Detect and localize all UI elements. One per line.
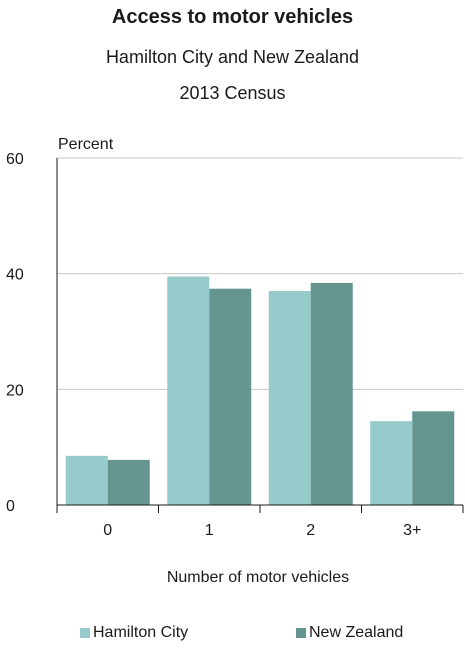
y-axis-label: Percent xyxy=(58,136,114,153)
bar xyxy=(268,291,311,505)
x-tick-labels: 0 1 2 3+ xyxy=(103,522,421,539)
y-tick-label: 40 xyxy=(6,267,24,284)
y-tick-label: 20 xyxy=(6,382,24,399)
bar xyxy=(107,459,150,505)
x-tick-label: 2 xyxy=(306,522,315,539)
x-tick-label: 3+ xyxy=(403,522,421,539)
x-tick-label: 0 xyxy=(103,522,112,539)
bar xyxy=(370,421,413,505)
y-tick-label: 60 xyxy=(6,151,24,168)
bar xyxy=(412,411,455,505)
legend-label-new-zealand: New Zealand xyxy=(309,624,404,641)
axes xyxy=(56,158,464,513)
legend-label-hamilton: Hamilton City xyxy=(93,624,189,641)
legend-swatch-hamilton xyxy=(80,628,90,638)
x-axis-label: Number of motor vehicles xyxy=(167,569,349,586)
gridlines xyxy=(57,157,463,390)
legend: Hamilton City New Zealand xyxy=(0,624,465,646)
legend-item-new-zealand: New Zealand xyxy=(296,624,403,642)
bar xyxy=(167,276,210,505)
bars xyxy=(65,276,455,505)
y-tick-label: 0 xyxy=(6,498,15,515)
bar xyxy=(65,455,108,505)
bar xyxy=(310,282,353,505)
legend-swatch-new-zealand xyxy=(296,628,306,638)
bar xyxy=(209,288,252,505)
y-tick-labels: 0 20 40 60 xyxy=(6,151,24,515)
x-tick-label: 1 xyxy=(205,522,214,539)
chart-subtitle-region: Hamilton City and New Zealand xyxy=(105,47,360,67)
legend-item-hamilton: Hamilton City xyxy=(80,624,188,642)
chart-title: Access to motor vehicles xyxy=(111,6,354,28)
chart-subtitle-census: 2013 Census xyxy=(179,83,286,103)
